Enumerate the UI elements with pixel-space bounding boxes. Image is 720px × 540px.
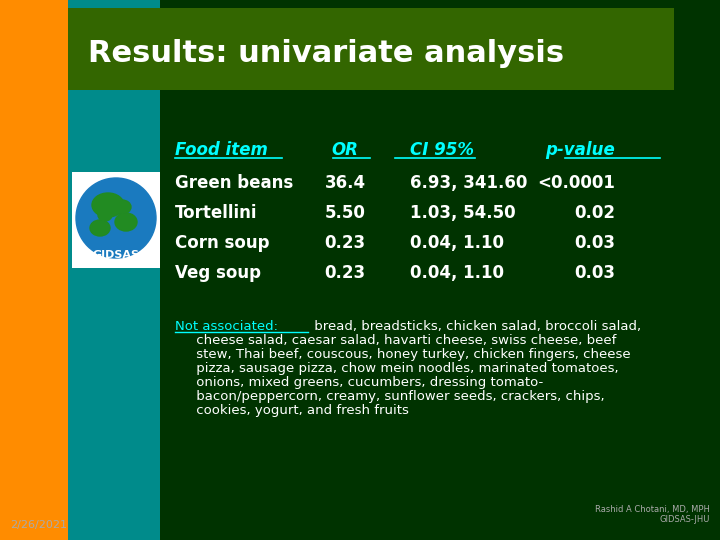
Text: 1.03, 54.50: 1.03, 54.50	[410, 204, 516, 222]
Text: 5.50: 5.50	[325, 204, 366, 222]
Bar	[68, 0, 160, 540]
Ellipse shape	[113, 200, 131, 214]
Text: 0.04, 1.10: 0.04, 1.10	[410, 264, 504, 282]
Text: Results: univariate analysis: Results: univariate analysis	[88, 39, 564, 69]
Text: onions, mixed greens, cucumbers, dressing tomato-: onions, mixed greens, cucumbers, dressin…	[175, 376, 544, 389]
Text: GIDSAS: GIDSAS	[92, 250, 140, 260]
Text: CI 95%: CI 95%	[410, 141, 474, 159]
Bar	[0, 0, 68, 540]
Bar	[72, 172, 160, 268]
Text: Tortellini: Tortellini	[175, 204, 258, 222]
Text: Veg soup: Veg soup	[175, 264, 261, 282]
Text: 0.04, 1.10: 0.04, 1.10	[410, 234, 504, 252]
Text: p-value: p-value	[545, 141, 615, 159]
Text: cookies, yogurt, and fresh fruits: cookies, yogurt, and fresh fruits	[175, 404, 409, 417]
Text: pizza, sausage pizza, chow mein noodles, marinated tomatoes,: pizza, sausage pizza, chow mein noodles,…	[175, 362, 618, 375]
Text: <0.0001: <0.0001	[537, 174, 615, 192]
Ellipse shape	[90, 220, 110, 236]
Text: cheese salad, caesar salad, havarti cheese, swiss cheese, beef: cheese salad, caesar salad, havarti chee…	[175, 334, 616, 347]
Ellipse shape	[115, 213, 137, 231]
Text: Food item: Food item	[175, 141, 268, 159]
Text: Green beans: Green beans	[175, 174, 293, 192]
Text: 0.02: 0.02	[574, 204, 615, 222]
Text: Rashid A Chotani, MD, MPH
GIDSAS-JHU: Rashid A Chotani, MD, MPH GIDSAS-JHU	[595, 504, 710, 524]
Text: 0.23: 0.23	[325, 234, 366, 252]
Text: 36.4: 36.4	[325, 174, 366, 192]
Circle shape	[76, 178, 156, 258]
Text: bacon/peppercorn, creamy, sunflower seeds, crackers, chips,: bacon/peppercorn, creamy, sunflower seed…	[175, 390, 605, 403]
Text: 0.03: 0.03	[574, 234, 615, 252]
Text: 2/26/2021: 2/26/2021	[10, 520, 67, 530]
Ellipse shape	[92, 193, 124, 217]
Text: OR: OR	[332, 141, 359, 159]
Text: 0.03: 0.03	[574, 264, 615, 282]
Text: 6.93, 341.60: 6.93, 341.60	[410, 174, 527, 192]
Text: Not associated:: Not associated:	[175, 320, 278, 333]
Text: stew, Thai beef, couscous, honey turkey, chicken fingers, cheese: stew, Thai beef, couscous, honey turkey,…	[175, 348, 631, 361]
Text: Corn soup: Corn soup	[175, 234, 269, 252]
Text: 0.23: 0.23	[325, 264, 366, 282]
Bar	[68, 8, 674, 90]
Ellipse shape	[98, 209, 112, 221]
Text: bread, breadsticks, chicken salad, broccoli salad,: bread, breadsticks, chicken salad, brocc…	[310, 320, 641, 333]
